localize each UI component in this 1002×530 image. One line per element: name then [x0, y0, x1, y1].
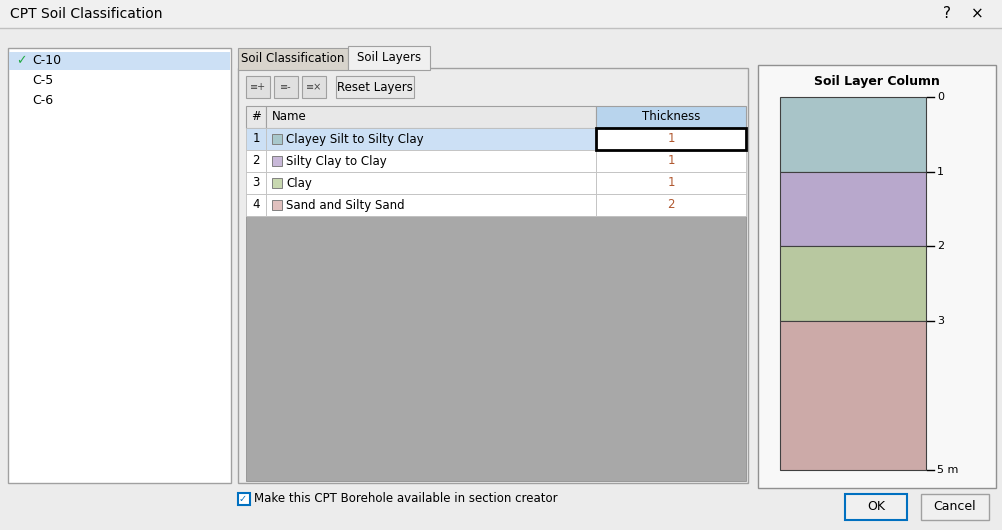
Text: 1: 1 [666, 132, 674, 146]
Bar [274, 76, 298, 98]
Bar [245, 150, 266, 172]
Bar [272, 156, 282, 166]
Text: ≡-: ≡- [280, 82, 292, 92]
Bar [780, 172, 925, 246]
Bar [0, 485, 1002, 530]
Bar [780, 97, 925, 172]
Text: 1: 1 [936, 166, 943, 176]
Text: CPT Soil Classification: CPT Soil Classification [10, 7, 162, 21]
Bar [266, 194, 595, 216]
Text: 2: 2 [936, 241, 943, 251]
Text: ✓: ✓ [238, 494, 246, 504]
Text: ✓: ✓ [16, 55, 26, 67]
Bar [595, 150, 745, 172]
Bar [272, 200, 282, 210]
Bar [920, 494, 988, 520]
Bar [245, 216, 745, 481]
Bar [758, 65, 995, 488]
Text: Soil Classification: Soil Classification [241, 52, 345, 66]
Bar [336, 76, 414, 98]
Text: Reset Layers: Reset Layers [337, 81, 413, 93]
Text: 1: 1 [666, 176, 674, 190]
Bar [272, 178, 282, 188]
Text: Soil Layer Column: Soil Layer Column [814, 75, 939, 87]
Text: ×: × [970, 6, 982, 22]
Bar [595, 194, 745, 216]
Bar [266, 172, 595, 194]
Text: 5 m: 5 m [936, 465, 958, 475]
Bar [844, 494, 906, 520]
Bar [302, 76, 326, 98]
Text: Thickness: Thickness [641, 110, 699, 123]
Text: Cancel: Cancel [933, 500, 975, 514]
Text: Soil Layers: Soil Layers [357, 51, 421, 65]
Text: 3: 3 [253, 176, 260, 190]
Text: Sand and Silty Sand: Sand and Silty Sand [286, 199, 404, 211]
Bar [272, 134, 282, 144]
Bar [0, 0, 1002, 28]
Text: C-6: C-6 [32, 94, 53, 108]
Bar [245, 76, 270, 98]
Bar [595, 128, 745, 150]
Bar [595, 172, 745, 194]
Text: Silty Clay to Clay: Silty Clay to Clay [286, 155, 387, 167]
Bar [245, 128, 266, 150]
Bar [245, 172, 266, 194]
Text: 1: 1 [666, 155, 674, 167]
Text: ≡×: ≡× [306, 82, 322, 92]
Bar [266, 128, 595, 150]
Bar [237, 68, 747, 483]
Bar [780, 321, 925, 470]
Text: #: # [250, 110, 261, 123]
Bar [348, 46, 430, 70]
Text: 0: 0 [936, 92, 943, 102]
Bar [595, 106, 745, 128]
Text: 3: 3 [936, 316, 943, 326]
Bar [266, 106, 595, 128]
Text: Clay: Clay [286, 176, 312, 190]
Text: Clayey Silt to Silty Clay: Clayey Silt to Silty Clay [286, 132, 423, 146]
Text: 2: 2 [252, 155, 260, 167]
Bar [245, 194, 266, 216]
Bar [237, 48, 348, 70]
Text: 4: 4 [252, 199, 260, 211]
Bar [8, 48, 230, 483]
Text: C-5: C-5 [32, 75, 53, 87]
Bar [245, 106, 266, 128]
Text: 2: 2 [666, 199, 674, 211]
Text: Make this CPT Borehole available in section creator: Make this CPT Borehole available in sect… [254, 492, 557, 506]
Bar [266, 150, 595, 172]
Text: OK: OK [866, 500, 884, 514]
Text: C-10: C-10 [32, 55, 61, 67]
Text: ≡+: ≡+ [249, 82, 266, 92]
Text: Name: Name [272, 110, 307, 123]
Text: 1: 1 [252, 132, 260, 146]
Bar [237, 493, 249, 505]
Text: ?: ? [942, 6, 950, 22]
Bar [780, 246, 925, 321]
Bar [9, 52, 229, 70]
